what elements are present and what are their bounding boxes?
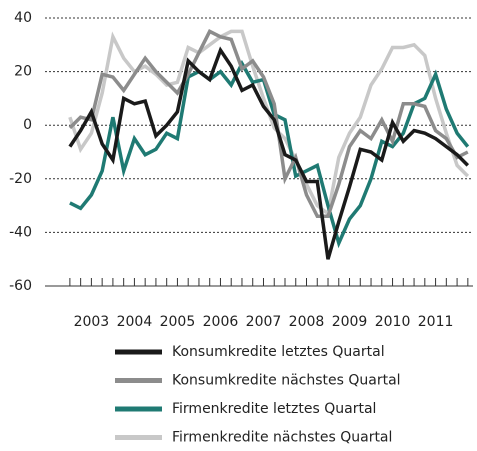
legend-label: Firmenkredite nächstes Quartal [172, 430, 392, 446]
series-line [68, 46, 470, 260]
legend-label: Firmenkredite letztes Quartal [172, 401, 376, 417]
x-tick-label: 2004 [117, 314, 153, 330]
legend-label: Konsumkredite letztes Quartal [172, 344, 385, 360]
y-tick-label: -20 [9, 171, 32, 187]
x-tick-label: 2011 [418, 314, 454, 330]
y-tick-label: -60 [9, 278, 32, 294]
y-tick-label: 0 [23, 117, 32, 133]
y-tick-label: -40 [9, 224, 32, 240]
x-tick-label: 2010 [375, 314, 411, 330]
x-tick-label: 2003 [74, 314, 110, 330]
x-tick-label: 2005 [160, 314, 196, 330]
y-tick-label: 40 [14, 10, 32, 26]
y-tick-label: 20 [14, 64, 32, 80]
series-line [68, 29, 469, 219]
legend-label: Konsumkredite nächstes Quartal [172, 373, 401, 389]
x-tick-label: 2009 [332, 314, 368, 330]
x-tick-label: 2008 [289, 314, 325, 330]
x-tick-label: 2006 [203, 314, 239, 330]
x-tick-label: 2007 [246, 314, 282, 330]
